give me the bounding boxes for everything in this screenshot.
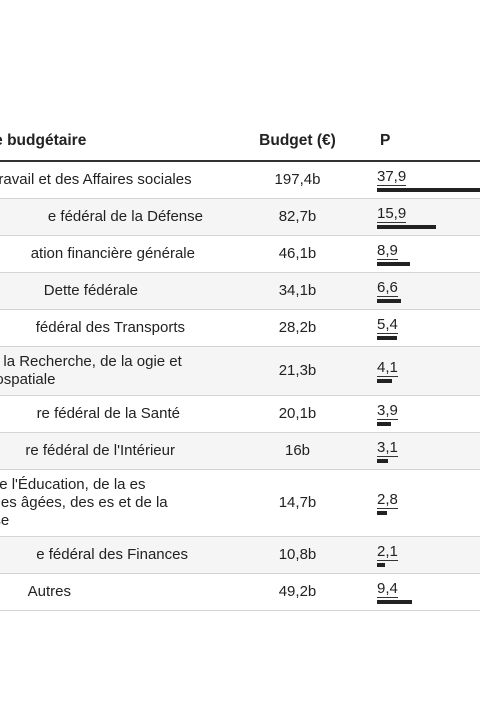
row-poste: Dette fédérale: [0, 272, 225, 310]
row-budget: 16b: [225, 432, 370, 470]
row-pct: 3,9: [370, 395, 480, 433]
table-row: e fédéral des Finances 10,8b 2,1: [0, 536, 480, 574]
header-pct: P: [370, 122, 480, 162]
table-row: Dette fédérale 34,1b 6,6: [0, 272, 480, 310]
row-pct: 2,1: [370, 536, 480, 574]
row-poste: e fédéral des Finances: [0, 536, 225, 574]
row-budget: 34,1b: [225, 272, 370, 310]
row-budget: 10,8b: [225, 536, 370, 574]
table-row: re fédéral de la Santé 20,1b 3,9: [0, 395, 480, 433]
table-row: re fédéral de l'Intérieur 16b 3,1: [0, 432, 480, 470]
row-budget: 28,2b: [225, 309, 370, 347]
row-bar: [377, 262, 410, 266]
row-pct: 2,8: [370, 469, 480, 537]
row-poste: édéral de l'Éducation, de la es Personne…: [0, 469, 225, 537]
row-bar: [377, 600, 412, 604]
row-poste: ral du Travail et des Affaires sociales: [0, 161, 225, 199]
row-poste: fédéral des Transports: [0, 309, 225, 347]
row-pct: 3,1: [370, 432, 480, 470]
row-budget: 46,1b: [225, 235, 370, 273]
table-row: fédéral des Transports 28,2b 5,4: [0, 309, 480, 347]
row-bar: [377, 299, 402, 303]
row-poste: re fédéral de l'Intérieur: [0, 432, 225, 470]
row-budget: 49,2b: [225, 573, 370, 611]
row-poste: Autres: [0, 573, 225, 611]
row-budget: 197,4b: [225, 161, 370, 199]
row-poste: re fédéral de la Santé: [0, 395, 225, 433]
row-pct: 37,9: [370, 161, 480, 199]
row-pct: 6,6: [370, 272, 480, 310]
table-row: ation financière générale 46,1b 8,9: [0, 235, 480, 273]
row-poste: déral de la Recherche, de la ogie et de …: [0, 346, 225, 396]
row-pct: 15,9: [370, 198, 480, 236]
row-bar: [377, 225, 436, 229]
row-pct: 4,1: [370, 346, 480, 396]
table-header-row: re / Poste budgétaire Budget (€) P: [0, 122, 480, 162]
row-budget: 82,7b: [225, 198, 370, 236]
row-pct: 5,4: [370, 309, 480, 347]
table-row: déral de la Recherche, de la ogie et de …: [0, 346, 480, 396]
row-budget: 21,3b: [225, 346, 370, 396]
row-bar: [377, 563, 385, 567]
table-row: Autres 49,2b 9,4: [0, 573, 480, 611]
row-poste: e fédéral de la Défense: [0, 198, 225, 236]
table-row: e fédéral de la Défense 82,7b 15,9: [0, 198, 480, 236]
table-row: ral du Travail et des Affaires sociales …: [0, 161, 480, 199]
budget-table: re / Poste budgétaire Budget (€) P ral d…: [0, 122, 480, 611]
row-bar: [377, 188, 480, 192]
table-row: édéral de l'Éducation, de la es Personne…: [0, 469, 480, 537]
row-bar: [377, 336, 397, 340]
row-budget: 14,7b: [225, 469, 370, 537]
header-budget: Budget (€): [225, 122, 370, 162]
row-poste: ation financière générale: [0, 235, 225, 273]
row-bar: [377, 459, 389, 463]
row-pct: 9,4: [370, 573, 480, 611]
row-budget: 20,1b: [225, 395, 370, 433]
row-pct: 8,9: [370, 235, 480, 273]
row-bar: [377, 511, 388, 515]
header-poste: re / Poste budgétaire: [0, 122, 225, 162]
row-bar: [377, 422, 392, 426]
row-bar: [377, 379, 393, 383]
